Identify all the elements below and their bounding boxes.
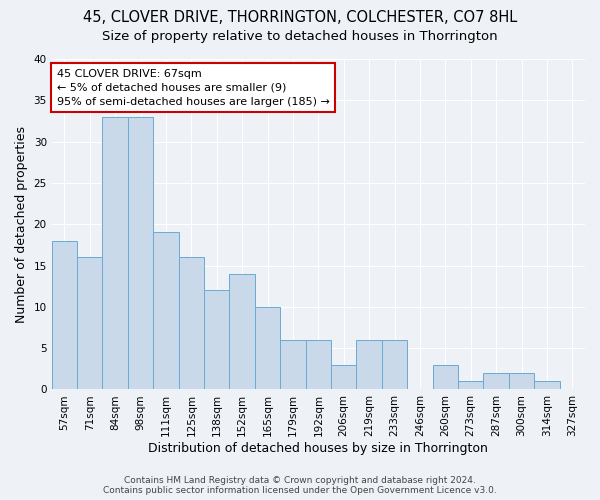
Text: 45 CLOVER DRIVE: 67sqm
← 5% of detached houses are smaller (9)
95% of semi-detac: 45 CLOVER DRIVE: 67sqm ← 5% of detached … xyxy=(57,69,330,107)
Bar xyxy=(305,340,331,390)
Text: 45, CLOVER DRIVE, THORRINGTON, COLCHESTER, CO7 8HL: 45, CLOVER DRIVE, THORRINGTON, COLCHESTE… xyxy=(83,10,517,25)
Bar xyxy=(52,241,77,390)
Y-axis label: Number of detached properties: Number of detached properties xyxy=(15,126,28,322)
Bar xyxy=(534,381,560,390)
Text: Contains HM Land Registry data © Crown copyright and database right 2024.
Contai: Contains HM Land Registry data © Crown c… xyxy=(103,476,497,495)
Bar xyxy=(331,364,356,390)
Bar xyxy=(204,290,229,390)
Bar xyxy=(229,274,255,390)
X-axis label: Distribution of detached houses by size in Thorrington: Distribution of detached houses by size … xyxy=(148,442,488,455)
Bar xyxy=(382,340,407,390)
Bar xyxy=(77,258,103,390)
Bar xyxy=(356,340,382,390)
Bar xyxy=(103,117,128,390)
Bar xyxy=(509,373,534,390)
Text: Size of property relative to detached houses in Thorrington: Size of property relative to detached ho… xyxy=(102,30,498,43)
Bar xyxy=(255,307,280,390)
Bar xyxy=(179,258,204,390)
Bar xyxy=(128,117,153,390)
Bar xyxy=(153,232,179,390)
Bar xyxy=(433,364,458,390)
Bar xyxy=(484,373,509,390)
Bar xyxy=(280,340,305,390)
Bar xyxy=(458,381,484,390)
